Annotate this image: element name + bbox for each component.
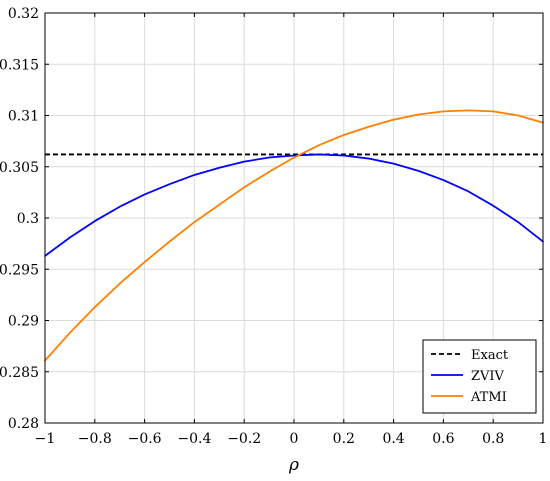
axis-ticks: −1 −0.8 −0.6 −0.4 −0.2 0 0.2 0.4 0.6 0.8 1 0.28 0.28… [0,6,547,447]
series-line-atmi [44,109,544,362]
legend-box [422,339,537,414]
x-tick-label: 0.8 [482,431,504,447]
y-tick-label: 0.305 [0,160,39,176]
x-tick-label: −0.8 [78,431,112,447]
y-tick-label: 0.29 [8,314,39,330]
y-tick-label: 0.3 [17,211,39,227]
series-line-zviv [44,153,544,257]
y-tick-label: 0.285 [0,365,39,381]
x-tick-label: −0.4 [177,431,211,447]
x-tick-label: −1 [35,431,56,447]
x-tick-label: 0 [290,431,299,447]
x-tick-label: −0.6 [128,431,162,447]
y-tick-label: 0.31 [8,109,39,125]
x-axis-title: ρ [288,455,299,475]
x-tick-label: 0.6 [432,431,454,447]
x-tick-label: −0.2 [227,431,261,447]
x-tick-label: 0.4 [382,431,404,447]
y-tick-label: 0.32 [8,6,39,22]
series-lines [44,109,544,362]
x-tick-label: 0.2 [333,431,355,447]
y-tick-label: 0.28 [8,416,39,432]
legend-label-exact: Exact [471,348,509,363]
x-tick-label: 1 [539,431,548,447]
legend: Exact ZVIV ATMI [422,339,537,414]
y-tick-label: 0.315 [0,57,39,73]
y-tick-label: 0.295 [0,262,39,278]
legend-label-atmi: ATMI [470,390,507,405]
legend-label-zviv: ZVIV [471,369,505,384]
